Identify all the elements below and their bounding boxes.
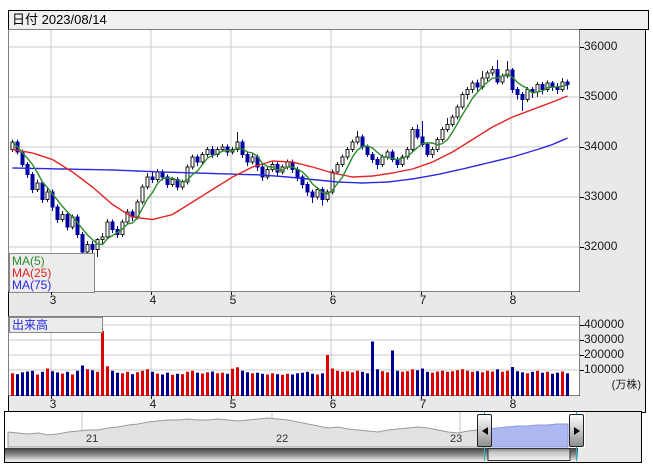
price-axis-tick (580, 197, 584, 198)
month-tick-main (51, 292, 52, 295)
price-chart-canvas (8, 29, 580, 292)
price-axis-tick (580, 97, 584, 98)
volume-title-text: 出来高 (12, 318, 49, 332)
scrollbar-groove-left (5, 448, 488, 461)
month-label-main: 4 (149, 293, 157, 307)
month-tick-main (331, 292, 332, 295)
month-label-volume: 4 (149, 397, 157, 411)
right-arrow-icon (573, 426, 580, 435)
month-tick-main (421, 292, 422, 295)
month-tick-volume (421, 396, 422, 399)
month-label-volume: 6 (329, 397, 337, 411)
volume-axis-label: 100000 (584, 362, 625, 376)
volume-title-box: 出来高 (9, 317, 103, 333)
price-axis-tick (580, 147, 584, 148)
scrollbar-thumb (487, 448, 571, 461)
volume-chart-canvas (8, 316, 580, 396)
volume-unit-label: (万株) (611, 379, 641, 391)
date-title-text: 日付 2023/08/14 (12, 12, 107, 27)
left-arrow-icon (481, 426, 488, 435)
month-label-main: 3 (49, 293, 57, 307)
price-axis-label: 36000 (584, 39, 618, 53)
ma-legend: MA(5) MA(25) MA(75) (9, 253, 95, 293)
volume-axis-tick (580, 355, 584, 356)
month-tick-main (511, 292, 512, 295)
month-tick-volume (331, 396, 332, 399)
price-axis-tick (580, 47, 584, 48)
volume-axis-label: 300000 (584, 332, 625, 346)
month-label-main: 7 (419, 293, 427, 307)
month-tick-volume (151, 396, 152, 399)
month-tick-main (231, 292, 232, 295)
month-tick-volume (511, 396, 512, 399)
month-label-volume: 7 (419, 397, 427, 411)
navigator-left-arrow-button[interactable] (477, 414, 492, 447)
navigator-year-label: 23 (450, 433, 463, 445)
month-label-main: 6 (329, 293, 337, 307)
legend-ma75: MA(75) (12, 278, 52, 292)
legend-ma25: MA(25) (12, 266, 52, 280)
month-label-main: 5 (229, 293, 237, 307)
navigator-year-label: 22 (276, 433, 289, 445)
volume-axis-tick (580, 325, 584, 326)
month-tick-volume (51, 396, 52, 399)
month-label-volume: 5 (229, 397, 237, 411)
month-label-volume: 3 (49, 397, 57, 411)
navigator-year-label: 21 (86, 433, 99, 445)
legend-ma5: MA(5) (12, 254, 45, 268)
month-tick-volume (231, 396, 232, 399)
price-axis-label: 35000 (584, 89, 618, 103)
month-label-main: 8 (509, 293, 517, 307)
date-title-bar: 日付 2023/08/14 (8, 10, 649, 30)
price-axis-tick (580, 247, 584, 248)
price-axis-label: 34000 (584, 139, 618, 153)
volume-axis-label: 200000 (584, 347, 625, 361)
scrollbar-groove-right (570, 448, 578, 461)
range-navigator-canvas[interactable] (4, 411, 641, 462)
month-tick-main (151, 292, 152, 295)
volume-axis-tick (580, 340, 584, 341)
price-axis-label: 33000 (584, 189, 618, 203)
volume-axis-tick (580, 370, 584, 371)
navigator-right-arrow-button[interactable] (569, 414, 584, 447)
price-axis-label: 32000 (584, 239, 618, 253)
volume-axis-label: 400000 (584, 317, 625, 331)
month-label-volume: 8 (509, 397, 517, 411)
